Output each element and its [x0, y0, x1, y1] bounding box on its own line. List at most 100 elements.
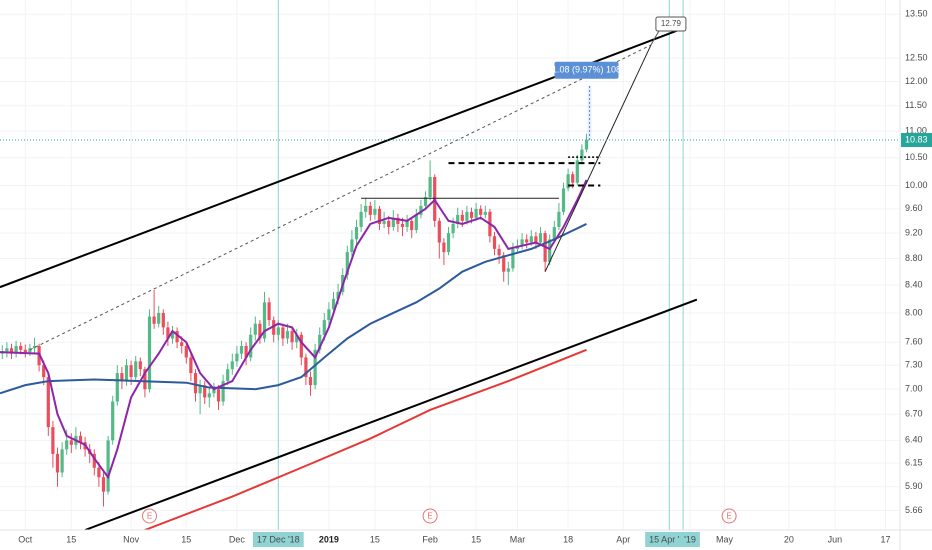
- x-tick-label: Mar: [510, 534, 526, 544]
- candle-body: [299, 334, 303, 358]
- candle-body: [253, 323, 257, 335]
- callout-box: [655, 16, 687, 32]
- x-tick-label: 17 Dec '18: [257, 534, 300, 544]
- last-price-box: [901, 133, 932, 148]
- candle-body: [216, 389, 221, 402]
- candle-body: [410, 220, 414, 231]
- trend-line: [29, 44, 652, 351]
- event-marker: [142, 508, 158, 524]
- event-marker: [422, 508, 438, 524]
- candle-body: [446, 233, 451, 253]
- candle-body: [557, 211, 561, 227]
- x-tick-label: Dec: [229, 534, 246, 544]
- candle-body: [336, 291, 340, 299]
- moving-average: [0, 223, 587, 395]
- candle-body: [327, 309, 331, 321]
- y-tick-label: 9.20: [905, 228, 923, 238]
- candle-body: [51, 427, 55, 454]
- candle-body: [184, 346, 188, 358]
- candle-body: [354, 226, 359, 240]
- x-tick-highlight: [680, 532, 700, 547]
- x-tick-label: May: [716, 534, 734, 544]
- candle-body: [152, 316, 156, 324]
- candle-body: [115, 373, 119, 402]
- y-tick-label: 11.00: [905, 126, 927, 136]
- candle-body: [221, 381, 225, 402]
- candle-body: [428, 177, 432, 198]
- x-tick-label: 15: [370, 534, 380, 544]
- candle-body: [239, 346, 244, 354]
- candle-body: [387, 220, 391, 227]
- candle-body: [138, 361, 142, 370]
- candle-body: [437, 220, 441, 243]
- candle-body: [529, 236, 533, 243]
- y-tick-label: 8.00: [905, 307, 923, 317]
- candle-body: [566, 174, 570, 189]
- candle-body: [120, 373, 124, 382]
- candle-body: [331, 298, 336, 310]
- trend-line: [544, 44, 652, 272]
- candle-body: [143, 369, 147, 390]
- candle-body: [456, 214, 460, 224]
- y-tick-label: 5.90: [905, 481, 923, 491]
- candle-body: [460, 214, 464, 221]
- candle-body: [377, 208, 382, 224]
- candle-body: [65, 440, 69, 450]
- candle-body: [111, 401, 115, 441]
- x-tick-label: 2019: [319, 534, 339, 544]
- candle-body: [124, 365, 129, 382]
- candle-body: [5, 348, 9, 352]
- candle-body: [28, 348, 32, 353]
- candle-body: [272, 320, 276, 335]
- y-tick-label: 10.00: [905, 180, 928, 190]
- trend-line: [84, 298, 698, 530]
- candle-body: [479, 208, 483, 215]
- candle-body: [295, 334, 299, 343]
- event-label: E: [726, 512, 731, 521]
- candle-body: [267, 302, 271, 321]
- candle-body: [552, 226, 556, 240]
- x-tick-label: Nov: [123, 534, 140, 544]
- candle-body: [474, 208, 478, 218]
- x-tick-label: Oct: [18, 534, 33, 544]
- callout-label: 12.79: [661, 19, 682, 28]
- y-tick-label: 6.15: [905, 457, 923, 467]
- candle-body: [364, 205, 368, 212]
- candle-body: [575, 160, 579, 183]
- callout-pointer: [650, 30, 660, 46]
- y-tick-label: 7.30: [905, 360, 923, 370]
- candle-body: [147, 316, 152, 390]
- y-tick-label: 12.00: [905, 76, 928, 86]
- measure-label-box: [554, 61, 619, 79]
- candle-body: [258, 323, 262, 339]
- x-tick-label: 15 Apr '19: [649, 534, 689, 544]
- x-tick-label: 15: [181, 534, 191, 544]
- candle-body: [193, 373, 198, 394]
- candle-body: [129, 365, 133, 378]
- x-tick-label: '19: [684, 534, 696, 544]
- candle-body: [561, 188, 566, 212]
- candle-body: [42, 365, 46, 378]
- candle-body: [497, 248, 501, 256]
- candle-body: [9, 348, 14, 354]
- candle-body: [203, 385, 207, 398]
- candle-body: [226, 369, 230, 382]
- y-tick-label: 12.50: [905, 53, 928, 63]
- candle-body: [290, 331, 294, 343]
- candle-body: [322, 320, 326, 335]
- x-tick-highlight: [252, 532, 304, 547]
- candle-body: [276, 327, 280, 335]
- candle-body: [571, 174, 575, 183]
- y-tick-label: 8.40: [905, 279, 923, 289]
- candle-body: [368, 205, 372, 215]
- candle-body: [157, 312, 161, 324]
- x-tick-label: Apr: [616, 534, 630, 544]
- measure-area: [587, 85, 592, 141]
- candle-body: [318, 334, 322, 350]
- candle-body: [313, 349, 317, 386]
- candle-body: [469, 211, 474, 218]
- moving-average: [0, 179, 588, 480]
- candle-body: [373, 208, 377, 215]
